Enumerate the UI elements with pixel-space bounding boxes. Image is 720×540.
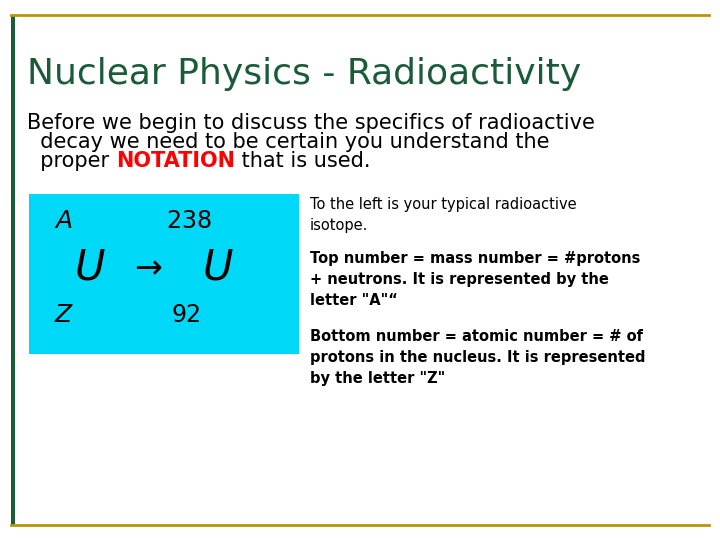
- Text: $\mathit{U}$: $\mathit{U}$: [202, 246, 233, 288]
- Text: $92$: $92$: [171, 303, 201, 327]
- Text: Bottom number = atomic number = # of
protons in the nucleus. It is represented
b: Bottom number = atomic number = # of pro…: [310, 329, 645, 387]
- Text: Nuclear Physics - Radioactivity: Nuclear Physics - Radioactivity: [27, 57, 582, 91]
- Text: proper: proper: [27, 151, 116, 171]
- Text: $\mathit{A}$: $\mathit{A}$: [54, 210, 73, 233]
- Text: $238$: $238$: [166, 210, 211, 233]
- Text: decay we need to be certain you understand the: decay we need to be certain you understa…: [27, 132, 550, 152]
- Text: $\rightarrow$: $\rightarrow$: [128, 251, 163, 284]
- Text: NOTATION: NOTATION: [116, 151, 235, 171]
- Text: $\mathit{Z}$: $\mathit{Z}$: [54, 303, 74, 327]
- Text: that is used.: that is used.: [235, 151, 371, 171]
- Text: Top number = mass number = #protons
+ neutrons. It is represented by the
letter : Top number = mass number = #protons + ne…: [310, 251, 640, 308]
- Text: To the left is your typical radioactive
isotope.: To the left is your typical radioactive …: [310, 197, 576, 233]
- Text: $\mathit{U}$: $\mathit{U}$: [74, 246, 106, 288]
- Text: Before we begin to discuss the specifics of radioactive: Before we begin to discuss the specifics…: [27, 113, 595, 133]
